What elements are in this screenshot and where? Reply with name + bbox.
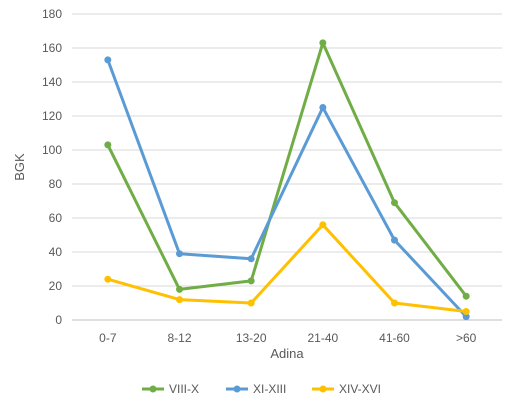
data-point — [391, 199, 398, 207]
y-axis-ticks: 0 20 40 60 80 100 120 140 160 180 — [42, 7, 62, 327]
series-line — [106, 223, 468, 313]
legend-label: VIII-X — [169, 382, 199, 396]
x-axis-title: Adina — [270, 346, 304, 361]
y-tick-label: 20 — [49, 279, 63, 293]
series-line — [106, 41, 468, 298]
y-tick-label: 100 — [42, 143, 62, 157]
series-lines — [104, 39, 470, 321]
series-xiv-xvi — [104, 221, 470, 315]
data-point — [104, 275, 112, 283]
y-tick-label: 180 — [42, 7, 62, 21]
legend-label: XIV-XVI — [339, 382, 381, 396]
legend-marker — [319, 385, 327, 393]
y-tick-label: 60 — [49, 211, 63, 225]
y-tick-label: 140 — [42, 75, 62, 89]
series-xi-xiii — [104, 56, 470, 321]
x-tick-label: >60 — [456, 331, 477, 345]
data-point — [104, 56, 112, 64]
data-point — [391, 236, 398, 244]
data-point — [176, 296, 183, 304]
data-point — [462, 308, 470, 315]
legend-item: VIII-X — [142, 382, 199, 396]
y-tick-label: 40 — [49, 245, 63, 259]
data-point — [319, 104, 327, 111]
y-tick-label: 120 — [42, 109, 62, 123]
data-point — [319, 39, 327, 47]
series-line — [106, 58, 468, 319]
y-tick-label: 0 — [55, 313, 62, 327]
legend-marker — [149, 385, 157, 393]
x-tick-label: 21-40 — [307, 331, 338, 345]
data-point — [247, 299, 255, 307]
legend-marker — [233, 385, 241, 393]
legend-item: XI-XIII — [226, 382, 286, 396]
x-tick-label: 8-12 — [167, 331, 191, 345]
x-tick-label: 41-60 — [379, 331, 410, 345]
data-point — [176, 250, 183, 258]
data-point — [462, 313, 470, 321]
x-tick-label: 0-7 — [99, 331, 117, 345]
data-point — [247, 255, 255, 263]
x-tick-label: 13-20 — [236, 331, 267, 345]
y-tick-label: 160 — [42, 41, 62, 55]
x-axis-ticks: 0-7 8-12 13-20 21-40 41-60 >60 — [99, 331, 477, 345]
data-point — [462, 292, 470, 300]
y-axis-title: BGK — [12, 153, 27, 181]
y-tick-label: 80 — [49, 177, 63, 191]
data-point — [391, 299, 398, 307]
data-point — [176, 285, 183, 293]
data-point — [319, 221, 327, 229]
legend-label: XI-XIII — [253, 382, 286, 396]
legend-item: XIV-XVI — [312, 382, 381, 396]
data-point — [247, 277, 255, 285]
series-viii-x — [104, 39, 470, 300]
data-point — [104, 141, 112, 149]
legend: VIII-X XI-XIII XIV-XVI — [142, 382, 381, 396]
